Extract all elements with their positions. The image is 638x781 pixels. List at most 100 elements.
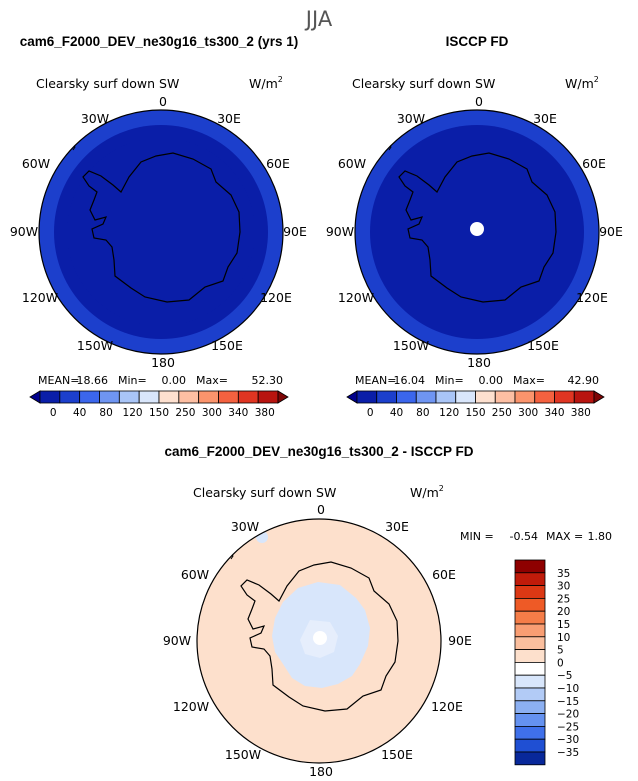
panel-obs-colorbar: 0 40 80 120 150 250 300 340 380 — [346, 390, 605, 419]
panel-obs-lon-labels: 0 30E 60E 90E 120E 150E 180 150W 120W 90… — [326, 94, 623, 370]
lon-label-120w: 120W — [173, 699, 209, 714]
colorbar-swatch — [118, 390, 140, 404]
panel-obs: ISCCP FD Clearsky surf down SW W/m2 0 30… — [326, 34, 623, 419]
lon-label-30w: 30W — [231, 519, 259, 534]
colorbar-swatch — [514, 598, 546, 612]
stat-max-value: 52.30 — [252, 374, 284, 387]
stat-min-value: -0.54 — [510, 530, 538, 543]
stat-mean-value: 16.04 — [394, 374, 426, 387]
lon-label-180: 180 — [467, 355, 491, 370]
lon-label-60e: 60E — [432, 567, 456, 582]
colorbar-swatch — [514, 713, 546, 727]
colorbar-tick-label: 340 — [544, 407, 564, 419]
colorbar-tick-label: 40 — [73, 407, 86, 419]
panel-obs-case-title: ISCCP FD — [446, 34, 509, 49]
colorbar-swatch — [138, 390, 160, 404]
colorbar-swatch — [514, 726, 546, 740]
lon-label-60w: 60W — [181, 567, 209, 582]
panel-model-stats: MEAN= 18.66 Min= 0.00 Max= 52.30 — [38, 374, 283, 387]
colorbar-tick-label: 30 — [557, 581, 570, 593]
colorbar-swatch — [514, 700, 546, 714]
colorbar-swatch — [514, 623, 546, 638]
colorbar-high-extension — [277, 390, 289, 404]
colorbar-tick-label: 80 — [416, 407, 429, 419]
colorbar-swatch — [514, 687, 546, 702]
lon-label-30w: 30W — [81, 111, 109, 126]
colorbar-tick-label: −35 — [557, 747, 579, 759]
panel-diff-pole-missing — [313, 631, 327, 645]
lon-label-90w: 90W — [10, 224, 38, 239]
lon-label-60e: 60E — [582, 156, 606, 171]
lon-label-30e: 30E — [533, 111, 557, 126]
colorbar-swatch — [158, 390, 180, 404]
colorbar-swatch — [59, 390, 81, 404]
lon-label-180: 180 — [309, 764, 333, 779]
panel-diff-map — [197, 519, 441, 763]
lon-label-120e: 120E — [431, 699, 463, 714]
lon-label-0: 0 — [159, 94, 167, 109]
lon-label-150w: 150W — [77, 338, 113, 353]
stat-mean-label: MEAN= — [355, 374, 396, 387]
panel-model-map — [39, 110, 283, 354]
colorbar-tick-label: 40 — [390, 407, 403, 419]
colorbar-swatch — [514, 738, 546, 753]
stat-max-value: 42.90 — [568, 374, 600, 387]
lon-label-90w: 90W — [163, 633, 191, 648]
panel-diff-units: W/m2 — [410, 484, 444, 500]
colorbar-swatch — [514, 585, 546, 599]
stat-mean-label: MEAN= — [38, 374, 79, 387]
lon-label-150e: 150E — [527, 338, 559, 353]
colorbar-swatch — [237, 390, 259, 404]
lon-label-0: 0 — [475, 94, 483, 109]
lon-label-150e: 150E — [211, 338, 243, 353]
colorbar-tick-label: 300 — [202, 407, 222, 419]
panel-obs-map — [355, 110, 599, 354]
panel-model-border — [38, 109, 284, 355]
panel-obs-units: W/m2 — [565, 75, 599, 91]
colorbar-swatch — [356, 390, 378, 404]
stat-max-label: Max= — [513, 374, 545, 387]
stat-min-value: 0.00 — [479, 374, 504, 387]
stat-min-value: 0.00 — [162, 374, 187, 387]
lon-label-120w: 120W — [22, 290, 58, 305]
panel-diff-case-title: cam6_F2000_DEV_ne30g16_ts300_2 - ISCCP F… — [165, 444, 474, 459]
lon-label-90e: 90E — [448, 633, 472, 648]
panel-model-units: W/m2 — [249, 75, 283, 91]
lon-label-150w: 150W — [393, 338, 429, 353]
colorbar-tick-label: 250 — [492, 407, 512, 419]
lon-label-60w: 60W — [22, 156, 50, 171]
stat-min-label: Min= — [118, 374, 147, 387]
lon-label-90w: 90W — [326, 224, 354, 239]
stat-max-value: 1.80 — [588, 530, 613, 543]
panel-diff: cam6_F2000_DEV_ne30g16_ts300_2 - ISCCP F… — [163, 444, 612, 779]
lon-label-60w: 60W — [338, 156, 366, 171]
colorbar-tick-label: −10 — [557, 683, 579, 695]
colorbar-swatch — [514, 649, 546, 663]
stat-max-label: MAX = — [546, 530, 583, 543]
colorbar-tick-label: 150 — [465, 407, 485, 419]
colorbar-swatch — [554, 390, 575, 404]
colorbar-swatch — [415, 390, 437, 404]
lon-label-150w: 150W — [225, 747, 261, 762]
lon-label-180: 180 — [151, 355, 175, 370]
colorbar-swatch — [198, 390, 219, 404]
panel-obs-border — [354, 109, 600, 355]
lon-label-60e: 60E — [266, 156, 290, 171]
colorbar-tick-label: −25 — [557, 721, 579, 733]
colorbar-tick-label: 120 — [123, 407, 143, 419]
colorbar-tick-label: 0 — [367, 407, 374, 419]
colorbar-swatch — [514, 559, 546, 574]
colorbar-tick-label: 380 — [571, 407, 591, 419]
panel-model-lon-labels: 0 30E 60E 90E 120E 150E 180 150W 120W 90… — [10, 94, 307, 370]
colorbar-swatch — [475, 390, 496, 404]
colorbar-tick-label: 250 — [175, 407, 195, 419]
colorbar-swatch — [514, 390, 536, 404]
colorbar-tick-label: −20 — [557, 709, 579, 721]
colorbar-swatch — [514, 610, 546, 625]
colorbar-swatch — [39, 390, 61, 404]
colorbar-swatch — [99, 390, 120, 404]
panel-diff-border — [196, 518, 442, 764]
colorbar-swatch — [534, 390, 555, 404]
